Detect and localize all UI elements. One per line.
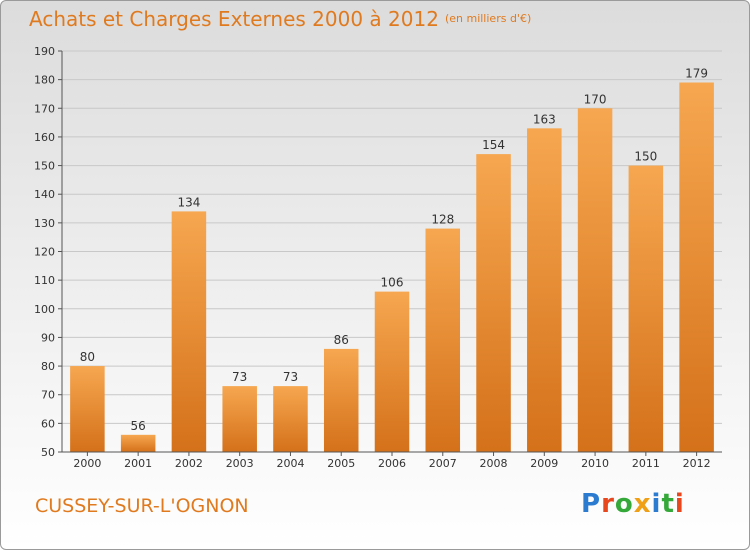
x-tick-label: 2010 xyxy=(581,457,609,470)
logo-letter: o xyxy=(614,489,634,519)
chart-title-text: Achats et Charges Externes 2000 à 2012 xyxy=(29,7,439,31)
data-label: 106 xyxy=(381,276,404,290)
x-tick-label: 2002 xyxy=(175,457,203,470)
logo-letter: r xyxy=(601,489,615,519)
x-tick-label: 2006 xyxy=(378,457,406,470)
data-label: 179 xyxy=(685,67,708,81)
y-tick-label: 60 xyxy=(41,417,55,430)
bar-2010 xyxy=(577,108,613,453)
y-tick-label: 190 xyxy=(34,45,55,58)
y-tick-label: 110 xyxy=(34,274,55,287)
x-tick-label: 2000 xyxy=(73,457,101,470)
proxiti-logo: Proxiti xyxy=(581,489,685,519)
data-label: 80 xyxy=(80,350,95,364)
logo-letter: P xyxy=(581,489,602,519)
y-tick-label: 100 xyxy=(34,303,55,316)
bar-2005 xyxy=(323,348,359,452)
bar-2002 xyxy=(171,211,207,452)
y-tick-label: 180 xyxy=(34,74,55,87)
data-label: 154 xyxy=(482,138,505,152)
bar-2007 xyxy=(425,228,461,452)
x-tick-label: 2012 xyxy=(683,457,711,470)
logo-letter: i xyxy=(651,489,662,519)
logo-letter: t xyxy=(661,489,675,519)
y-tick-label: 130 xyxy=(34,217,55,230)
x-tick-label: 2001 xyxy=(124,457,152,470)
y-tick-label: 90 xyxy=(41,331,55,344)
data-label: 73 xyxy=(232,370,247,384)
axes: 50 60 70 80 90 100 110 120 130 140 150 160 170 180 190… xyxy=(34,45,722,470)
bar-2003 xyxy=(222,386,257,452)
bar-2004 xyxy=(273,386,308,452)
data-label: 170 xyxy=(584,92,607,106)
x-tick-label: 2004 xyxy=(276,457,304,470)
y-tick-label: 70 xyxy=(41,389,55,402)
data-label: 163 xyxy=(533,112,556,126)
y-tick-label: 80 xyxy=(41,360,55,373)
data-label: 73 xyxy=(283,370,298,384)
x-tick-label: 2003 xyxy=(226,457,254,470)
x-tick-label: 2009 xyxy=(530,457,558,470)
logo-letter: x xyxy=(633,489,652,519)
bar-2009 xyxy=(527,128,562,452)
data-label: 134 xyxy=(177,195,200,209)
y-tick-label: 160 xyxy=(34,131,55,144)
y-tick-label: 50 xyxy=(41,446,55,459)
bar-2012 xyxy=(679,82,714,452)
logo-letter: i xyxy=(674,489,685,519)
data-label: 86 xyxy=(334,333,349,347)
data-label: 56 xyxy=(131,419,146,433)
x-tick-label: 2005 xyxy=(327,457,355,470)
y-tick-label: 170 xyxy=(34,102,55,115)
x-tick-label: 2008 xyxy=(480,457,508,470)
y-tick-label: 120 xyxy=(34,246,55,259)
x-tick-label: 2011 xyxy=(632,457,660,470)
bars: 80 56 134 73 73 86 106 128 154 163 170 150 179 xyxy=(70,67,714,453)
bar-2006 xyxy=(374,291,410,452)
bar-2001 xyxy=(120,434,156,452)
chart-title: Achats et Charges Externes 2000 à 2012 (e… xyxy=(29,7,531,31)
data-label: 128 xyxy=(431,213,454,227)
chart-subtitle: (en milliers d'€) xyxy=(444,12,532,25)
y-tick-label: 140 xyxy=(34,188,55,201)
bar-2000 xyxy=(70,366,105,452)
bar-2008 xyxy=(476,154,511,452)
x-tick-label: 2007 xyxy=(429,457,457,470)
commune-name: CUSSEY-SUR-L'OGNON xyxy=(35,495,249,517)
data-label: 150 xyxy=(634,150,657,164)
bar-2011 xyxy=(628,165,664,453)
y-tick-label: 150 xyxy=(34,160,55,173)
